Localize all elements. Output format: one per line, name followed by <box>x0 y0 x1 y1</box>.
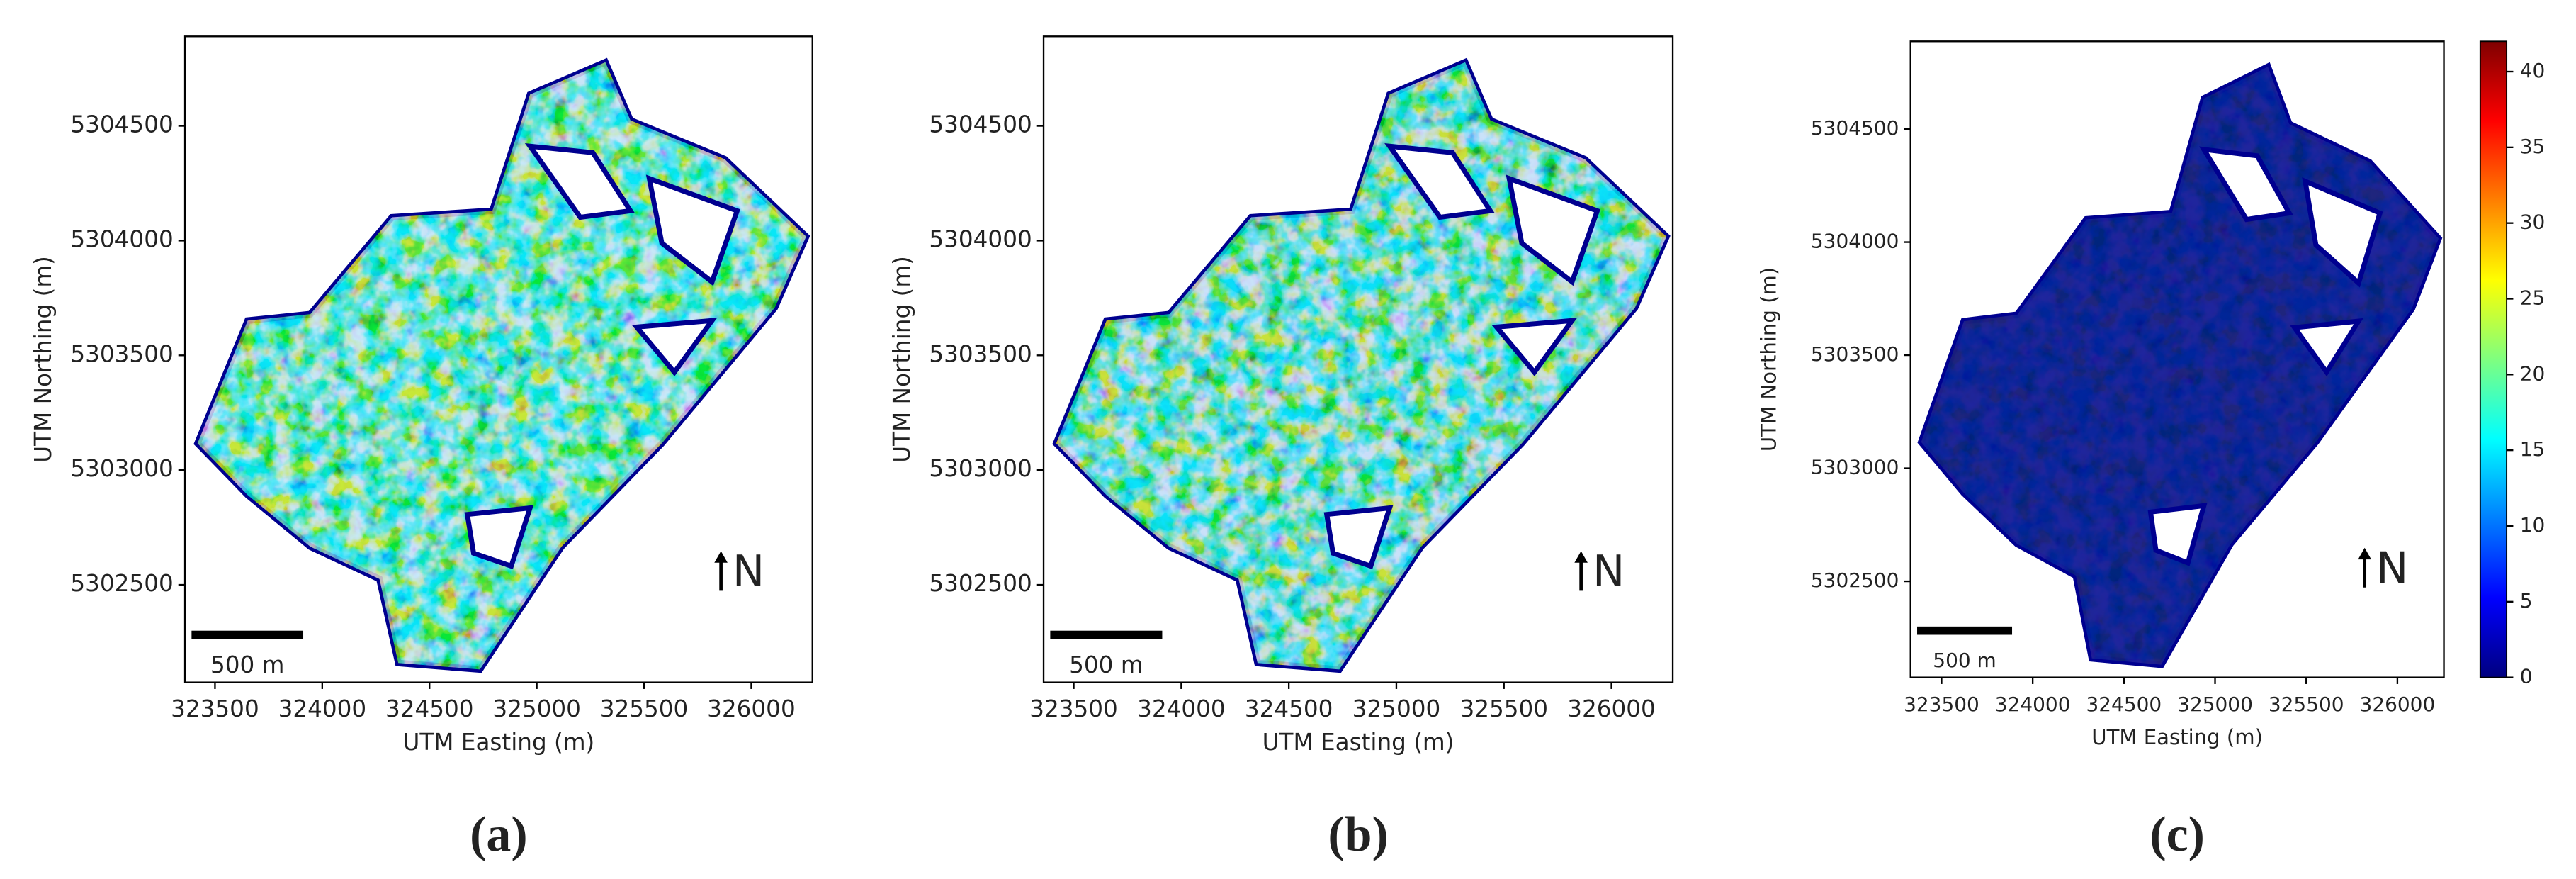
x-tick-label: 324000 <box>1995 693 2071 716</box>
x-axis-label: UTM Easting (m) <box>403 729 595 756</box>
y-tick-label: 5304500 <box>1811 116 1899 140</box>
y-tick-label: 5303500 <box>929 340 1032 367</box>
panel: 323500 324000 324500 325000 325500 326000 5302… <box>888 35 1674 862</box>
x-tick-label: 326000 <box>1567 695 1656 722</box>
x-tick-label: 324500 <box>2086 693 2162 716</box>
colorbar-tick-label: 10 <box>2520 513 2546 537</box>
x-tick-label: 324000 <box>1137 695 1226 722</box>
y-tick-label: 5304000 <box>1811 230 1899 253</box>
north-arrowhead <box>714 551 728 563</box>
y-tick-label: 5303500 <box>1811 342 1899 366</box>
colorbar-tick-label: 0 <box>2520 665 2533 688</box>
scale-bar-label: 500 m <box>1069 651 1143 678</box>
scale-bar-label: 500 m <box>210 651 284 678</box>
colorbar-tick-label: 35 <box>2520 135 2546 158</box>
x-tick-label: 325000 <box>492 695 581 722</box>
map-hole <box>1323 505 1394 570</box>
x-tick-label: 324000 <box>278 695 367 722</box>
map-hole <box>2302 177 2383 288</box>
axes-frame <box>1042 35 1674 683</box>
x-tick-label: 324500 <box>1245 695 1333 722</box>
y-tick-label: 5303000 <box>1811 456 1899 479</box>
scale-bar-label: 500 m <box>1933 649 1996 672</box>
north-label: N <box>2376 544 2408 593</box>
colorbar <box>2479 40 2508 678</box>
north-label: N <box>1593 547 1625 597</box>
x-tick-label: 325000 <box>1352 695 1441 722</box>
x-axis-label: UTM Easting (m) <box>1262 729 1454 756</box>
axes-frame <box>183 35 813 683</box>
map-hole <box>464 505 534 570</box>
scale-bar <box>1050 630 1163 639</box>
colorbar-tick-label: 25 <box>2520 286 2546 309</box>
y-tick-label: 5304000 <box>929 225 1032 252</box>
y-tick-label: 5304000 <box>70 225 173 252</box>
map-hole <box>1506 174 1600 286</box>
map-hole <box>1491 318 1578 376</box>
x-tick-label: 326000 <box>707 695 796 722</box>
scale-bar <box>1917 626 2013 635</box>
x-tick-label: 323500 <box>1904 693 1979 716</box>
north-label: N <box>733 547 764 597</box>
north-arrowhead <box>2358 547 2372 560</box>
map-hole <box>2199 146 2293 223</box>
panel: 323500 324000 324500 325000 325500 326000 5302… <box>30 35 813 862</box>
colorbar-tick-label: 20 <box>2520 362 2546 385</box>
map-hole <box>645 174 740 286</box>
axes-frame <box>1909 40 2445 678</box>
map-hole <box>631 318 718 376</box>
colorbar-tick-label: 40 <box>2520 59 2546 82</box>
x-tick-label: 324500 <box>385 695 474 722</box>
panel-label: (a) <box>470 807 528 862</box>
colorbar-tick-label: 5 <box>2520 589 2533 612</box>
map-hole <box>2290 318 2363 377</box>
x-tick-label: 325500 <box>600 695 689 722</box>
map-hole <box>1384 142 1495 220</box>
x-tick-label: 323500 <box>1029 695 1118 722</box>
y-tick-label: 5304500 <box>70 111 173 138</box>
y-tick-label: 5303000 <box>929 455 1032 482</box>
colorbar-tick-label: 15 <box>2520 437 2546 461</box>
panel-label: (b) <box>1328 807 1388 862</box>
y-tick-label: 5303500 <box>70 340 173 367</box>
colorbar-tick-label: 30 <box>2520 211 2546 234</box>
x-tick-label: 325500 <box>2269 693 2344 716</box>
y-axis-label: UTM Northing (m) <box>888 256 915 463</box>
y-tick-label: 5304500 <box>929 111 1032 138</box>
north-arrowhead <box>1574 551 1588 563</box>
panel: 323500 324000 324500 325000 325500 3260005302… <box>1757 40 2546 862</box>
x-tick-label: 325000 <box>2177 693 2253 716</box>
y-tick-label: 5302500 <box>70 570 173 597</box>
y-tick-label: 5302500 <box>929 570 1032 597</box>
map-hole <box>2147 503 2208 566</box>
y-axis-label: UTM Northing (m) <box>30 256 57 463</box>
y-axis-label: UTM Northing (m) <box>1757 267 1781 452</box>
scale-bar <box>191 630 304 639</box>
y-tick-label: 5302500 <box>1811 569 1899 592</box>
x-tick-label: 325500 <box>1459 695 1548 722</box>
x-axis-label: UTM Easting (m) <box>2091 725 2263 749</box>
y-tick-label: 5303000 <box>70 455 173 482</box>
panel-label: (c) <box>2150 807 2205 862</box>
map-hole <box>524 142 635 220</box>
x-tick-label: 323500 <box>171 695 259 722</box>
x-tick-label: 326000 <box>2360 693 2436 716</box>
